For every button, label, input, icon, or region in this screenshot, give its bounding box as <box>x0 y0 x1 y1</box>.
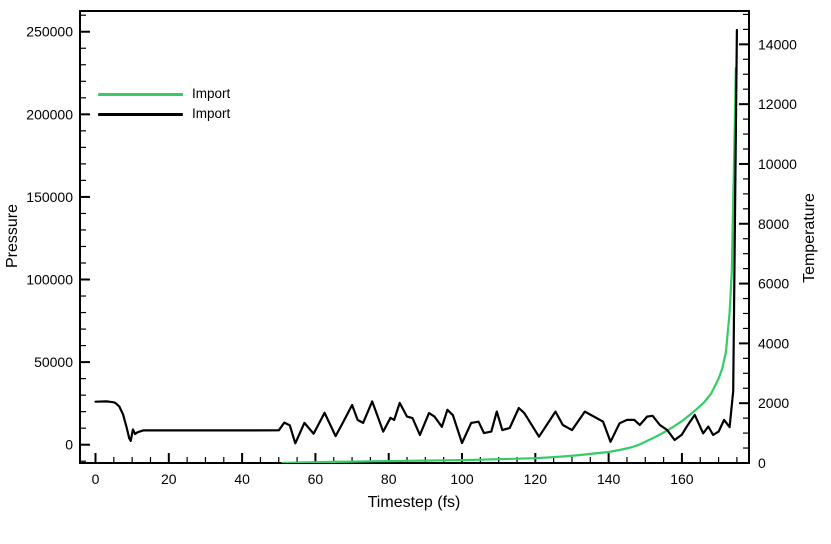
svg-text:0: 0 <box>65 437 73 453</box>
svg-text:50000: 50000 <box>34 354 73 370</box>
svg-text:100000: 100000 <box>26 272 73 288</box>
legend-label: Import <box>192 86 231 101</box>
legend-line-swatch-green <box>98 92 183 96</box>
y-axis-title-pressure: Pressure <box>4 203 21 269</box>
axis-ticks <box>81 13 748 464</box>
svg-text:14000: 14000 <box>758 36 797 52</box>
svg-text:200000: 200000 <box>26 106 73 122</box>
svg-text:0: 0 <box>92 471 100 487</box>
svg-text:10000: 10000 <box>758 156 797 172</box>
svg-text:0: 0 <box>758 455 766 471</box>
svg-text:6000: 6000 <box>758 276 789 292</box>
svg-text:40: 40 <box>234 471 250 487</box>
y-axis-title-temperature: Temperature <box>801 193 818 283</box>
svg-text:160: 160 <box>670 471 694 487</box>
tick-labels: 0 20 40 60 80 100 120 140 1600500001000001500002… <box>26 24 797 487</box>
svg-text:60: 60 <box>308 471 324 487</box>
legend-label: Import <box>192 106 231 121</box>
svg-text:20: 20 <box>161 471 177 487</box>
series-line-temperature <box>94 28 739 445</box>
svg-text:8000: 8000 <box>758 216 789 232</box>
legend-entry-pressure: Import <box>98 84 230 104</box>
legend: Import Import <box>98 84 230 124</box>
x-axis-title: Timestep (fs) <box>367 494 461 511</box>
legend-entry-temperature: Import <box>98 104 230 124</box>
svg-text:140: 140 <box>597 471 621 487</box>
series-line-pressure <box>281 66 737 463</box>
svg-text:150000: 150000 <box>26 189 73 205</box>
svg-text:80: 80 <box>381 471 397 487</box>
svg-text:120: 120 <box>524 471 548 487</box>
plot-frame <box>79 10 750 464</box>
svg-text:4000: 4000 <box>758 335 789 351</box>
svg-text:12000: 12000 <box>758 96 797 112</box>
svg-text:2000: 2000 <box>758 395 789 411</box>
svg-text:250000: 250000 <box>26 24 73 40</box>
legend-line-swatch-black <box>98 112 183 116</box>
svg-text:100: 100 <box>450 471 474 487</box>
